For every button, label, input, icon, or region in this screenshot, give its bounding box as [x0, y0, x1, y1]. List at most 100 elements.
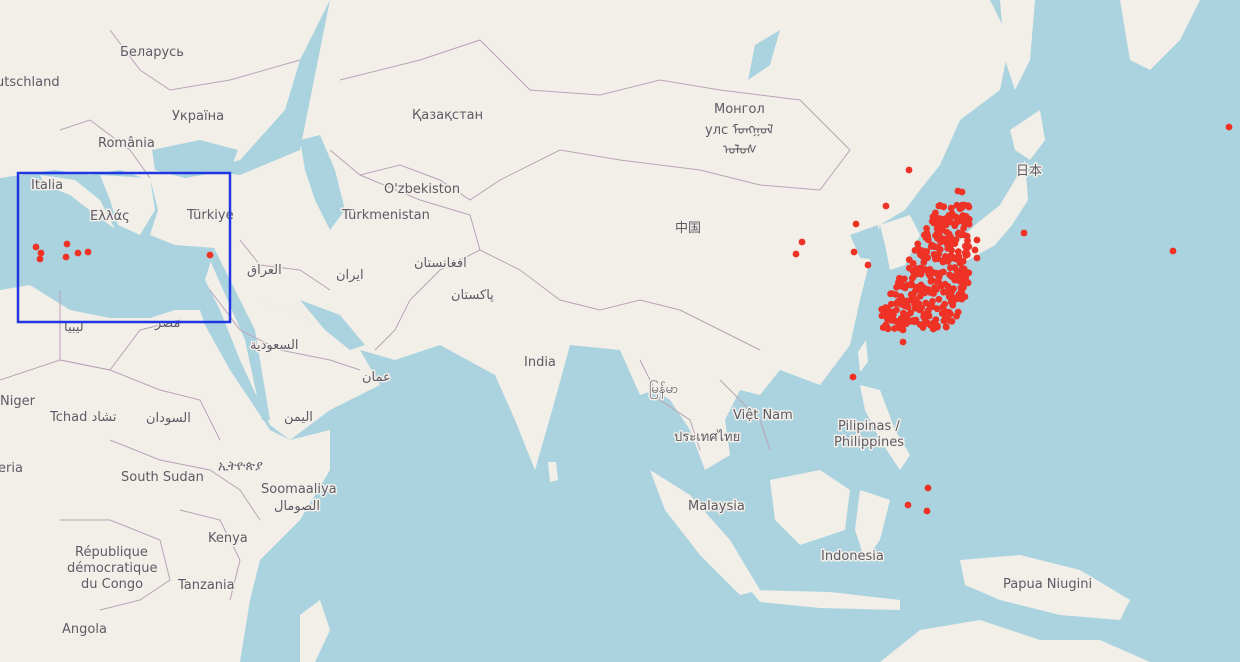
data-marker[interactable] [933, 277, 941, 285]
data-marker[interactable] [965, 269, 973, 277]
data-marker[interactable] [893, 306, 900, 314]
data-marker[interactable] [936, 215, 944, 222]
data-marker[interactable] [960, 283, 967, 291]
data-marker[interactable] [945, 292, 953, 300]
data-marker[interactable] [942, 255, 950, 263]
data-marker[interactable] [937, 233, 944, 241]
data-marker[interactable] [887, 290, 894, 298]
data-marker[interactable] [84, 248, 92, 256]
data-marker[interactable] [944, 283, 952, 290]
data-marker[interactable] [920, 320, 928, 328]
data-marker[interactable] [959, 264, 966, 272]
data-marker[interactable] [882, 321, 890, 329]
data-marker[interactable] [926, 289, 934, 296]
data-marker[interactable] [928, 276, 936, 284]
data-marker[interactable] [971, 246, 979, 254]
data-marker[interactable] [935, 295, 943, 303]
data-marker[interactable] [850, 248, 858, 256]
data-marker[interactable] [958, 188, 966, 196]
data-marker[interactable] [916, 292, 924, 300]
data-marker[interactable] [923, 248, 931, 255]
data-marker[interactable] [960, 214, 968, 222]
data-marker[interactable] [954, 308, 962, 316]
data-marker[interactable] [924, 484, 932, 492]
data-marker[interactable] [1020, 229, 1028, 237]
data-marker[interactable] [914, 240, 922, 248]
data-marker[interactable] [947, 204, 955, 212]
data-marker[interactable] [36, 255, 44, 263]
data-marker[interactable] [953, 267, 961, 275]
data-marker[interactable] [946, 244, 954, 252]
data-marker[interactable] [907, 291, 915, 298]
data-marker[interactable] [897, 300, 905, 308]
data-marker[interactable] [899, 314, 907, 322]
data-marker[interactable] [930, 319, 938, 326]
data-marker[interactable] [934, 255, 942, 263]
data-marker[interactable] [960, 201, 968, 209]
data-marker[interactable] [206, 251, 214, 259]
data-marker[interactable] [925, 266, 933, 274]
data-marker[interactable] [955, 273, 963, 280]
data-marker[interactable] [1225, 123, 1233, 131]
data-marker[interactable] [973, 254, 981, 262]
data-marker[interactable] [907, 309, 915, 317]
data-marker[interactable] [886, 311, 894, 319]
data-marker[interactable] [900, 275, 908, 283]
data-marker[interactable] [909, 259, 917, 267]
data-marker[interactable] [918, 304, 925, 312]
data-marker[interactable] [927, 243, 935, 250]
data-marker[interactable] [922, 299, 930, 307]
data-marker[interactable] [942, 323, 950, 330]
data-marker[interactable] [907, 281, 915, 289]
data-marker[interactable] [878, 305, 886, 313]
data-marker[interactable] [882, 202, 890, 210]
data-marker[interactable] [899, 309, 907, 317]
data-marker[interactable] [965, 220, 973, 228]
data-marker[interactable] [907, 317, 915, 325]
data-marker[interactable] [911, 246, 919, 254]
data-marker[interactable] [899, 338, 907, 346]
data-marker[interactable] [894, 323, 902, 331]
data-marker[interactable] [849, 373, 857, 381]
data-marker[interactable] [964, 242, 971, 250]
data-marker[interactable] [74, 249, 82, 257]
data-marker[interactable] [904, 501, 912, 509]
data-marker[interactable] [920, 258, 928, 266]
data-marker[interactable] [951, 240, 959, 247]
data-marker[interactable] [963, 278, 971, 286]
data-marker[interactable] [949, 212, 957, 220]
data-marker[interactable] [963, 232, 971, 240]
data-marker[interactable] [852, 220, 860, 228]
data-marker[interactable] [892, 290, 899, 298]
data-marker[interactable] [946, 239, 953, 247]
data-marker[interactable] [949, 298, 957, 306]
data-marker[interactable] [963, 251, 971, 258]
data-marker[interactable] [916, 264, 924, 272]
data-marker[interactable] [792, 250, 800, 258]
data-marker[interactable] [909, 273, 917, 281]
data-marker[interactable] [916, 286, 924, 294]
data-marker[interactable] [922, 234, 930, 242]
data-marker[interactable] [947, 233, 954, 241]
data-marker[interactable] [904, 297, 911, 305]
data-marker[interactable] [798, 238, 806, 246]
data-marker[interactable] [933, 285, 940, 293]
data-marker[interactable] [923, 507, 931, 515]
data-marker[interactable] [37, 249, 45, 257]
data-marker[interactable] [929, 213, 937, 221]
data-marker[interactable] [948, 254, 956, 261]
data-marker[interactable] [891, 317, 898, 325]
data-marker[interactable] [864, 261, 872, 269]
data-marker[interactable] [946, 218, 954, 226]
data-marker[interactable] [934, 244, 942, 252]
data-marker[interactable] [62, 253, 70, 261]
data-marker[interactable] [63, 240, 71, 248]
data-marker[interactable] [898, 283, 906, 290]
data-marker[interactable] [946, 310, 954, 318]
data-marker[interactable] [951, 222, 959, 230]
data-marker[interactable] [956, 231, 964, 239]
data-marker[interactable] [973, 236, 981, 244]
data-marker[interactable] [946, 271, 954, 279]
